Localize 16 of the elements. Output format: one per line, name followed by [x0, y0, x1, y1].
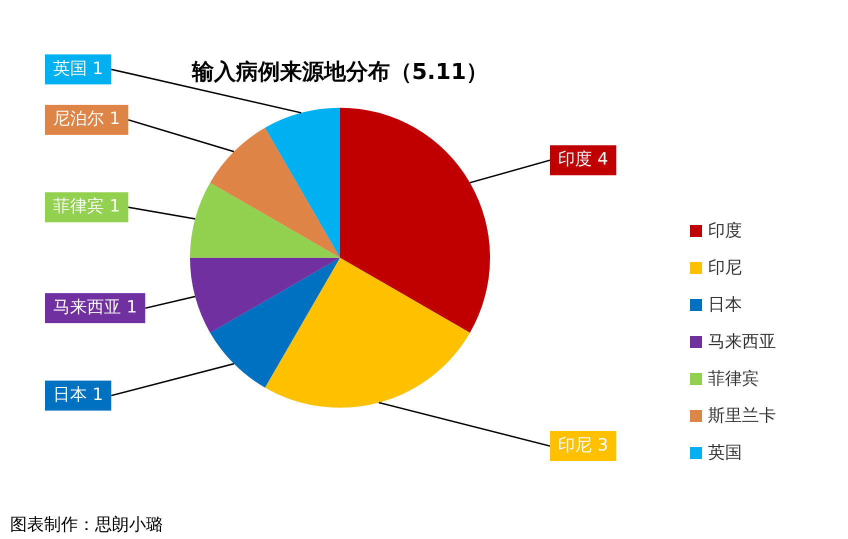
legend-label: 英国	[708, 442, 742, 464]
data-label: 马来西亚 1	[53, 298, 138, 318]
data-label: 英国 1	[53, 58, 104, 79]
data-label: 菲律宾 1	[53, 196, 120, 217]
data-label: 日本 1	[53, 385, 104, 406]
legend-label: 斯里兰卡	[708, 405, 776, 427]
legend-label: 日本	[708, 294, 742, 316]
data-label: 印度 4	[558, 150, 608, 170]
legend-label: 印尼	[708, 257, 742, 279]
legend-label: 印度	[708, 220, 742, 242]
data-label: 尼泊尔 1	[53, 109, 120, 130]
text: 图表制作：思朗小璐	[10, 515, 163, 535]
legend-label: 马来西亚	[708, 331, 776, 353]
data-label: 印尼 3	[558, 435, 608, 456]
legend-label: 菲律宾	[708, 368, 759, 390]
chart-title: 输入病例来源地分布（5.11）	[190, 60, 488, 85]
